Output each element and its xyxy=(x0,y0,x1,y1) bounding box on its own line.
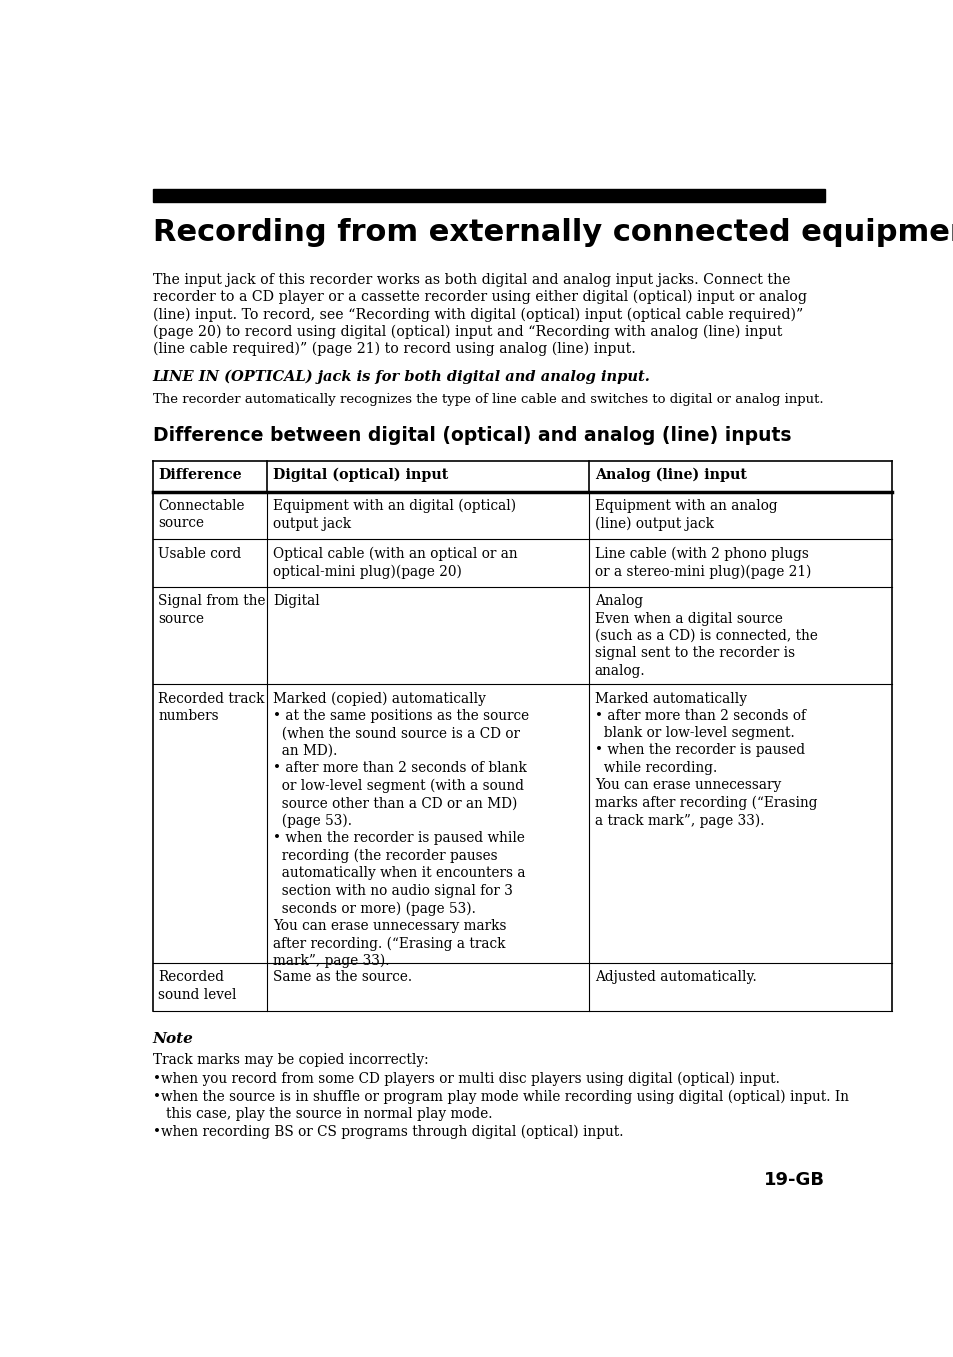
Text: Equipment with an digital (optical)
output jack: Equipment with an digital (optical) outp… xyxy=(273,499,516,531)
Text: •when the source is in shuffle or program play mode while recording using digita: •when the source is in shuffle or progra… xyxy=(152,1090,847,1103)
Text: Digital (optical) input: Digital (optical) input xyxy=(273,468,448,482)
Bar xyxy=(152,189,824,201)
Text: (page 20) to record using digital (optical) input and “Recording with analog (li: (page 20) to record using digital (optic… xyxy=(152,324,781,339)
Text: (line) input. To record, see “Recording with digital (optical) input (optical ca: (line) input. To record, see “Recording … xyxy=(152,307,801,322)
Text: this case, play the source in normal play mode.: this case, play the source in normal pla… xyxy=(166,1107,492,1121)
Text: Connectable
source: Connectable source xyxy=(158,499,245,531)
Text: (line cable required)” (page 21) to record using analog (line) input.: (line cable required)” (page 21) to reco… xyxy=(152,342,635,357)
Text: LINE IN (OPTICAL) jack is for both digital and analog input.: LINE IN (OPTICAL) jack is for both digit… xyxy=(152,369,650,384)
Text: Digital: Digital xyxy=(273,594,319,608)
Text: Usable cord: Usable cord xyxy=(158,547,241,560)
Text: Difference between digital (optical) and analog (line) inputs: Difference between digital (optical) and… xyxy=(152,426,790,445)
Text: recorder to a CD player or a cassette recorder using either digital (optical) in: recorder to a CD player or a cassette re… xyxy=(152,290,805,304)
Text: Difference: Difference xyxy=(158,468,242,482)
Text: Track marks may be copied incorrectly:: Track marks may be copied incorrectly: xyxy=(152,1053,428,1068)
Text: The recorder automatically recognizes the type of line cable and switches to dig: The recorder automatically recognizes th… xyxy=(152,392,822,406)
Text: 19-GB: 19-GB xyxy=(763,1171,824,1189)
Text: Marked (copied) automatically
• at the same positions as the source
  (when the : Marked (copied) automatically • at the s… xyxy=(273,692,529,969)
Text: Marked automatically
• after more than 2 seconds of
  blank or low-level segment: Marked automatically • after more than 2… xyxy=(594,692,817,828)
Text: Recording from externally connected equipment: Recording from externally connected equi… xyxy=(152,218,953,247)
Text: Same as the source.: Same as the source. xyxy=(273,970,412,984)
Text: Recorded track
numbers: Recorded track numbers xyxy=(158,692,265,723)
Text: Analog
Even when a digital source
(such as a CD) is connected, the
signal sent t: Analog Even when a digital source (such … xyxy=(594,594,817,677)
Text: Adjusted automatically.: Adjusted automatically. xyxy=(594,970,756,984)
Text: Signal from the
source: Signal from the source xyxy=(158,594,266,626)
Text: Equipment with an analog
(line) output jack: Equipment with an analog (line) output j… xyxy=(594,499,777,531)
Text: Note: Note xyxy=(152,1031,193,1045)
Text: •when you record from some CD players or multi disc players using digital (optic: •when you record from some CD players or… xyxy=(152,1071,779,1086)
Text: Line cable (with 2 phono plugs
or a stereo-mini plug)(page 21): Line cable (with 2 phono plugs or a ster… xyxy=(594,547,810,579)
Text: Recorded
sound level: Recorded sound level xyxy=(158,970,236,1001)
Text: Analog (line) input: Analog (line) input xyxy=(594,468,746,482)
Text: Optical cable (with an optical or an
optical-mini plug)(page 20): Optical cable (with an optical or an opt… xyxy=(273,547,517,579)
Text: •when recording BS or CS programs through digital (optical) input.: •when recording BS or CS programs throug… xyxy=(152,1125,622,1139)
Text: The input jack of this recorder works as both digital and analog input jacks. Co: The input jack of this recorder works as… xyxy=(152,273,789,286)
